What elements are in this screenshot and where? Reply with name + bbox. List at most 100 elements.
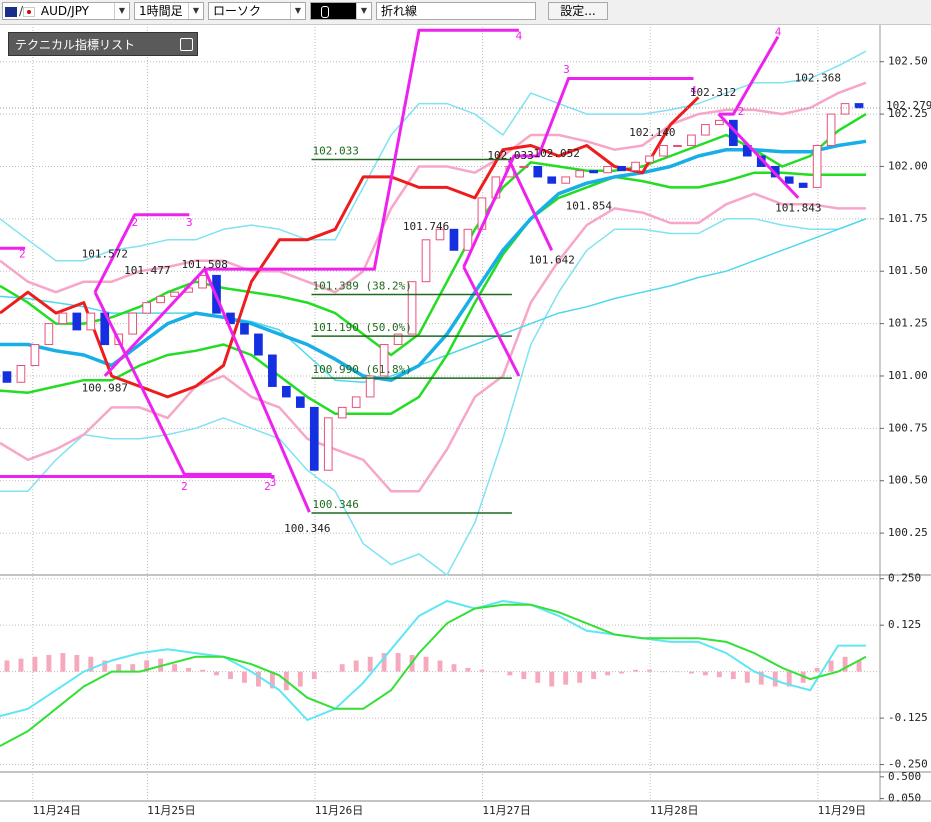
candle — [393, 333, 403, 346]
y-tick-label: 101.75 — [888, 212, 928, 225]
y-tick-label: 0.125 — [888, 618, 921, 631]
zigzag-label: 2 — [738, 105, 745, 118]
candle — [16, 364, 26, 383]
indicator-line — [0, 50, 867, 262]
x-tick-label: 11月29日 — [818, 804, 867, 817]
macd-bar — [297, 671, 303, 687]
zigzag-label: 2 — [264, 480, 271, 493]
candle — [645, 155, 654, 163]
macd-bar — [842, 656, 848, 672]
macd-bar — [4, 660, 10, 672]
macd-bar — [18, 658, 24, 672]
fib-label: 101.389 (38.2%) — [312, 279, 411, 292]
macd-bar — [688, 671, 694, 674]
zigzag-line — [717, 113, 800, 199]
settings-button[interactable]: 設定... — [548, 2, 608, 20]
panel-icon — [180, 38, 193, 51]
y-tick-label: 0.050 — [888, 792, 921, 805]
candle — [589, 170, 598, 174]
timeframe-select[interactable]: 1時間足 ▼ — [134, 2, 204, 20]
macd-bar — [730, 671, 736, 680]
price-annotation: 101.746 — [403, 220, 449, 233]
macd-bar — [214, 671, 219, 676]
fib-label: 100.346 — [312, 498, 358, 511]
y-tick-label: 102.25 — [888, 107, 928, 120]
macd-bar — [521, 671, 527, 680]
macd-bar — [633, 669, 638, 672]
x-tick-label: 11月24日 — [33, 804, 82, 817]
candle — [2, 371, 12, 383]
macd-bar — [367, 656, 373, 672]
y-tick-label: 101.50 — [888, 264, 928, 277]
macd-bar — [130, 664, 136, 672]
zigzag-label: 2 — [181, 480, 188, 493]
candle — [309, 406, 319, 471]
macd-bar — [828, 660, 834, 672]
candle — [715, 119, 724, 126]
macd-bar — [144, 660, 150, 672]
candle — [198, 274, 207, 289]
line-type-text: 折れ線 — [381, 4, 418, 18]
macd-bar — [563, 671, 569, 685]
zigzag-line — [103, 28, 519, 378]
candle — [86, 312, 96, 331]
zigzag-label: 3 — [186, 216, 193, 229]
candle — [533, 165, 543, 178]
macd-bar — [619, 671, 625, 674]
macd-bar — [269, 671, 275, 689]
dropdown-arrow: ▼ — [188, 3, 203, 19]
macd-bar — [647, 669, 652, 672]
candle — [449, 228, 459, 251]
indicator-panel[interactable]: テクニカル指標リスト — [8, 32, 198, 56]
macd-bar — [353, 660, 359, 672]
zigzag-label: 4 — [775, 25, 782, 38]
macd-bar — [381, 653, 387, 672]
macd-bar — [423, 656, 429, 672]
dropdown-arrow: ▼ — [290, 3, 305, 19]
candle — [240, 323, 249, 335]
indicator-panel-title: テクニカル指標リスト — [15, 38, 136, 52]
flag-icon — [5, 6, 17, 17]
macd-line — [0, 603, 867, 747]
macd-bar — [255, 671, 261, 687]
tool-icon — [321, 6, 329, 18]
zigzag-label: 4 — [516, 30, 523, 43]
y-tick-label: 101.25 — [888, 317, 928, 330]
draw-tool-select[interactable]: ▼ — [310, 2, 372, 20]
fib-label: 102.033 — [312, 145, 358, 158]
candle — [72, 312, 82, 331]
dropdown-arrow: ▼ — [356, 3, 371, 19]
macd-bar — [395, 653, 401, 672]
candle — [30, 344, 40, 366]
macd-bar — [479, 669, 485, 672]
candle — [351, 396, 361, 408]
macd-bar — [451, 664, 457, 672]
zigzag-line — [462, 77, 694, 268]
chart-style-select[interactable]: ローソク ▼ — [208, 2, 306, 20]
y-tick-label: 101.00 — [888, 369, 928, 382]
price-annotation: 100.346 — [284, 522, 330, 535]
macd-bar — [88, 656, 94, 672]
symbol-select[interactable]: / AUD/JPY ▼ — [2, 2, 130, 20]
candle — [254, 333, 263, 356]
candle — [365, 375, 375, 398]
macd-bar — [786, 671, 792, 687]
macd-bar — [856, 660, 862, 672]
candle — [435, 228, 445, 241]
macd-bar — [339, 664, 345, 672]
candle — [44, 323, 54, 346]
x-tick-label: 11月27日 — [482, 804, 531, 817]
macd-bar — [465, 667, 471, 672]
macd-bar — [74, 654, 80, 672]
macd-bar — [228, 671, 233, 680]
macd-bar — [102, 660, 108, 672]
zigzag-line — [507, 159, 554, 251]
y-tick-label: 102.50 — [888, 55, 928, 68]
macd-bar — [605, 671, 611, 676]
candle — [701, 124, 710, 136]
line-type-box[interactable]: 折れ線 — [376, 2, 536, 20]
macd-bar — [675, 671, 680, 673]
candle — [561, 176, 571, 184]
candle — [407, 281, 417, 335]
zigzag-label: 2 — [19, 247, 26, 260]
